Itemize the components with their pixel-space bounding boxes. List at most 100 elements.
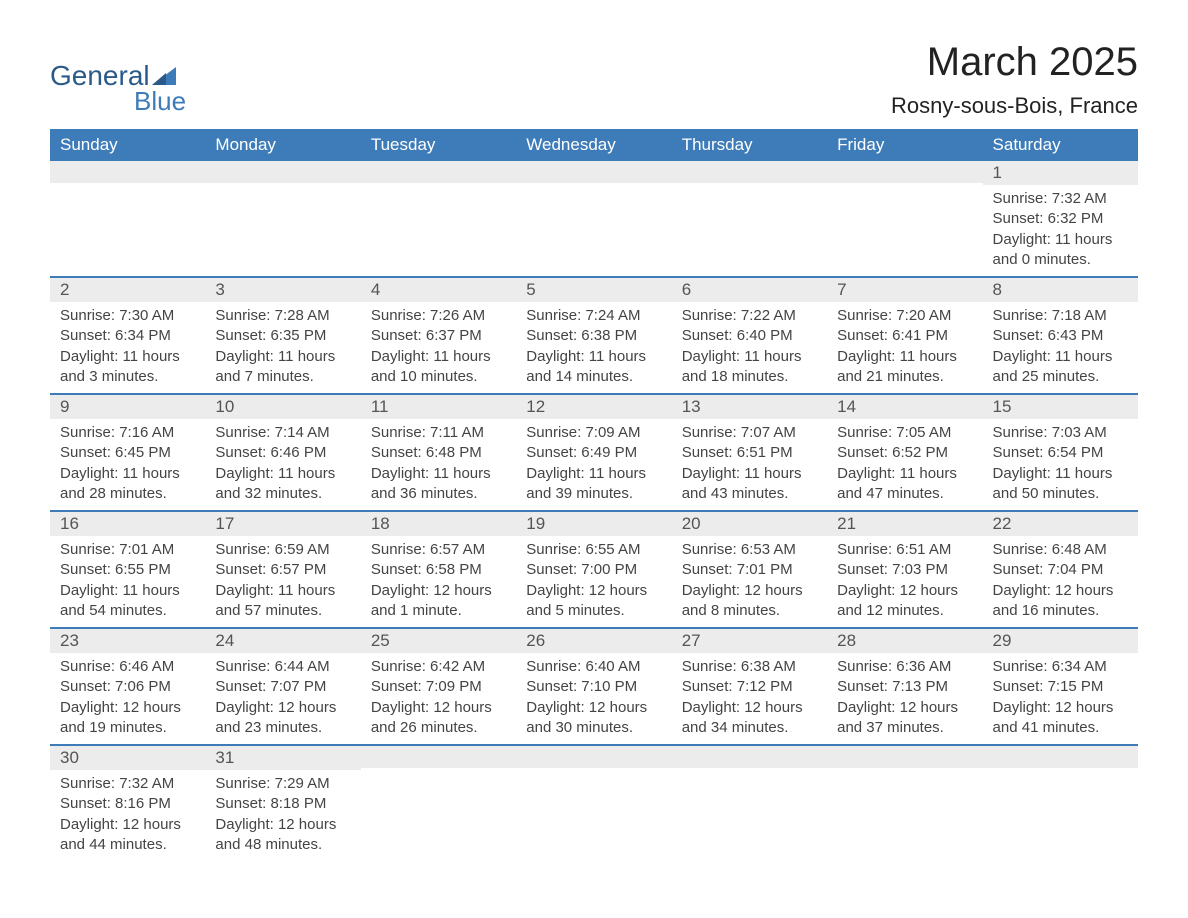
day-ss: Sunset: 7:10 PM xyxy=(526,677,661,697)
day-ss: Sunset: 7:09 PM xyxy=(371,677,506,697)
day-details xyxy=(361,768,516,848)
day-dl1: Daylight: 11 hours xyxy=(60,464,195,484)
day-number: 25 xyxy=(361,629,516,653)
calendar-day-cell xyxy=(983,745,1138,861)
day-number: 19 xyxy=(516,512,671,536)
day-details: Sunrise: 6:34 AMSunset: 7:15 PMDaylight:… xyxy=(983,653,1138,744)
day-dl2: and 1 minute. xyxy=(371,601,506,621)
day-dl1: Daylight: 12 hours xyxy=(837,581,972,601)
calendar-day-cell: 18Sunrise: 6:57 AMSunset: 6:58 PMDayligh… xyxy=(361,511,516,628)
day-dl1: Daylight: 11 hours xyxy=(993,347,1128,367)
day-ss: Sunset: 6:37 PM xyxy=(371,326,506,346)
day-number: 23 xyxy=(50,629,205,653)
day-dl2: and 44 minutes. xyxy=(60,835,195,855)
day-dl2: and 43 minutes. xyxy=(682,484,817,504)
day-number: 7 xyxy=(827,278,982,302)
weekday-header: Monday xyxy=(205,129,360,161)
day-sr: Sunrise: 7:29 AM xyxy=(215,774,350,794)
day-details: Sunrise: 7:18 AMSunset: 6:43 PMDaylight:… xyxy=(983,302,1138,393)
weekday-header-row: SundayMondayTuesdayWednesdayThursdayFrid… xyxy=(50,129,1138,161)
day-details: Sunrise: 7:03 AMSunset: 6:54 PMDaylight:… xyxy=(983,419,1138,510)
day-dl1: Daylight: 11 hours xyxy=(993,230,1128,250)
calendar-day-cell: 2Sunrise: 7:30 AMSunset: 6:34 PMDaylight… xyxy=(50,277,205,394)
day-number: 21 xyxy=(827,512,982,536)
day-details: Sunrise: 7:24 AMSunset: 6:38 PMDaylight:… xyxy=(516,302,671,393)
day-details: Sunrise: 6:36 AMSunset: 7:13 PMDaylight:… xyxy=(827,653,982,744)
day-dl2: and 54 minutes. xyxy=(60,601,195,621)
calendar-day-cell: 5Sunrise: 7:24 AMSunset: 6:38 PMDaylight… xyxy=(516,277,671,394)
day-number: 31 xyxy=(205,746,360,770)
calendar-day-cell: 25Sunrise: 6:42 AMSunset: 7:09 PMDayligh… xyxy=(361,628,516,745)
calendar-day-cell: 21Sunrise: 6:51 AMSunset: 7:03 PMDayligh… xyxy=(827,511,982,628)
day-sr: Sunrise: 6:51 AM xyxy=(837,540,972,560)
day-dl2: and 10 minutes. xyxy=(371,367,506,387)
day-number xyxy=(361,746,516,768)
calendar-table: SundayMondayTuesdayWednesdayThursdayFrid… xyxy=(50,129,1138,861)
day-number xyxy=(983,746,1138,768)
day-sr: Sunrise: 6:38 AM xyxy=(682,657,817,677)
day-dl2: and 34 minutes. xyxy=(682,718,817,738)
day-dl1: Daylight: 11 hours xyxy=(526,464,661,484)
day-details xyxy=(50,183,205,263)
day-ss: Sunset: 6:41 PM xyxy=(837,326,972,346)
day-dl1: Daylight: 12 hours xyxy=(526,698,661,718)
day-ss: Sunset: 6:51 PM xyxy=(682,443,817,463)
day-number: 28 xyxy=(827,629,982,653)
day-details xyxy=(827,768,982,848)
day-dl1: Daylight: 12 hours xyxy=(215,815,350,835)
day-ss: Sunset: 6:35 PM xyxy=(215,326,350,346)
day-sr: Sunrise: 7:32 AM xyxy=(60,774,195,794)
day-ss: Sunset: 7:15 PM xyxy=(993,677,1128,697)
calendar-day-cell: 13Sunrise: 7:07 AMSunset: 6:51 PMDayligh… xyxy=(672,394,827,511)
day-sr: Sunrise: 7:24 AM xyxy=(526,306,661,326)
day-number: 9 xyxy=(50,395,205,419)
calendar-day-cell: 23Sunrise: 6:46 AMSunset: 7:06 PMDayligh… xyxy=(50,628,205,745)
day-details xyxy=(672,768,827,848)
calendar-day-cell: 28Sunrise: 6:36 AMSunset: 7:13 PMDayligh… xyxy=(827,628,982,745)
day-number xyxy=(827,746,982,768)
day-dl1: Daylight: 12 hours xyxy=(993,581,1128,601)
day-sr: Sunrise: 7:20 AM xyxy=(837,306,972,326)
day-details: Sunrise: 7:01 AMSunset: 6:55 PMDaylight:… xyxy=(50,536,205,627)
day-sr: Sunrise: 6:46 AM xyxy=(60,657,195,677)
day-sr: Sunrise: 7:18 AM xyxy=(993,306,1128,326)
day-details: Sunrise: 6:44 AMSunset: 7:07 PMDaylight:… xyxy=(205,653,360,744)
day-number: 20 xyxy=(672,512,827,536)
weekday-header: Sunday xyxy=(50,129,205,161)
day-number: 13 xyxy=(672,395,827,419)
day-dl2: and 26 minutes. xyxy=(371,718,506,738)
day-details: Sunrise: 7:32 AMSunset: 6:32 PMDaylight:… xyxy=(983,185,1138,276)
day-number: 26 xyxy=(516,629,671,653)
day-sr: Sunrise: 6:44 AM xyxy=(215,657,350,677)
day-number: 4 xyxy=(361,278,516,302)
day-dl2: and 57 minutes. xyxy=(215,601,350,621)
day-details: Sunrise: 7:20 AMSunset: 6:41 PMDaylight:… xyxy=(827,302,982,393)
day-ss: Sunset: 6:34 PM xyxy=(60,326,195,346)
day-details xyxy=(672,183,827,263)
day-number: 15 xyxy=(983,395,1138,419)
day-dl1: Daylight: 11 hours xyxy=(60,347,195,367)
calendar-day-cell: 24Sunrise: 6:44 AMSunset: 7:07 PMDayligh… xyxy=(205,628,360,745)
day-details: Sunrise: 7:22 AMSunset: 6:40 PMDaylight:… xyxy=(672,302,827,393)
day-number xyxy=(361,161,516,183)
day-details: Sunrise: 6:38 AMSunset: 7:12 PMDaylight:… xyxy=(672,653,827,744)
day-ss: Sunset: 6:43 PM xyxy=(993,326,1128,346)
day-ss: Sunset: 6:55 PM xyxy=(60,560,195,580)
title-block: March 2025 Rosny-sous-Bois, France xyxy=(891,40,1138,119)
day-number: 14 xyxy=(827,395,982,419)
day-dl1: Daylight: 12 hours xyxy=(993,698,1128,718)
day-number xyxy=(50,161,205,183)
calendar-day-cell: 27Sunrise: 6:38 AMSunset: 7:12 PMDayligh… xyxy=(672,628,827,745)
day-ss: Sunset: 6:57 PM xyxy=(215,560,350,580)
calendar-day-cell: 14Sunrise: 7:05 AMSunset: 6:52 PMDayligh… xyxy=(827,394,982,511)
day-details: Sunrise: 7:30 AMSunset: 6:34 PMDaylight:… xyxy=(50,302,205,393)
day-dl1: Daylight: 12 hours xyxy=(526,581,661,601)
day-dl2: and 47 minutes. xyxy=(837,484,972,504)
calendar-day-cell: 4Sunrise: 7:26 AMSunset: 6:37 PMDaylight… xyxy=(361,277,516,394)
calendar-day-cell xyxy=(827,745,982,861)
day-dl1: Daylight: 12 hours xyxy=(371,581,506,601)
day-ss: Sunset: 6:54 PM xyxy=(993,443,1128,463)
day-number: 22 xyxy=(983,512,1138,536)
day-number xyxy=(672,161,827,183)
day-dl1: Daylight: 11 hours xyxy=(371,347,506,367)
